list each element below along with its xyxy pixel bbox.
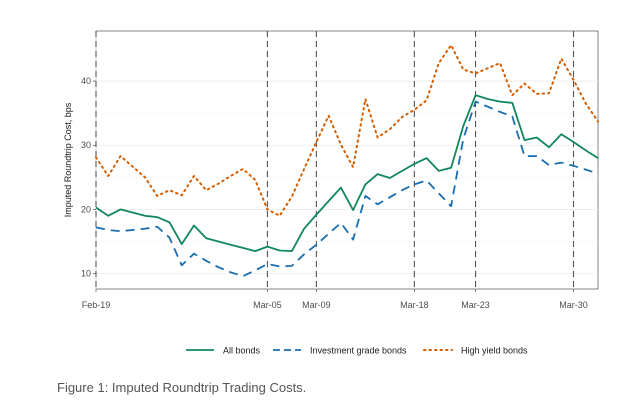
x-tick-label: Mar-09 — [302, 300, 331, 310]
series-line-1 — [95, 94, 599, 253]
legend-label-2: Investment grade bonds — [310, 346, 407, 356]
figure-caption: Figure 1: Imputed Roundtrip Trading Cost… — [57, 380, 307, 395]
y-tick-label: 30 — [81, 140, 91, 150]
y-axis: 10 20 30 40 — [81, 76, 96, 279]
legend-label-1: All bonds — [223, 346, 261, 356]
y-axis-title: Imputed Roundtrip Cost, bps — [63, 102, 73, 217]
x-axis: Feb-19 Mar-05 Mar-09 Mar-18 Mar-23 Mar-30 — [82, 289, 588, 310]
y-tick-label: 10 — [81, 269, 91, 279]
y-tick-label: 40 — [81, 76, 91, 86]
series-line-3 — [95, 44, 599, 217]
event-lines — [95, 31, 575, 289]
series-line-2 — [95, 100, 599, 278]
y-tick-label: 20 — [81, 204, 91, 214]
x-tick-label: Mar-05 — [253, 300, 282, 310]
x-tick-label: Mar-18 — [400, 300, 429, 310]
x-tick-label: Mar-23 — [461, 300, 490, 310]
legend: All bonds Investment grade bonds High yiel… — [186, 346, 528, 356]
x-tick-label: Feb-19 — [82, 300, 111, 310]
series-lines — [95, 44, 599, 278]
legend-label-3: High yield bonds — [461, 346, 528, 356]
x-tick-label: Mar-30 — [559, 300, 588, 310]
plot-panel — [95, 30, 599, 290]
